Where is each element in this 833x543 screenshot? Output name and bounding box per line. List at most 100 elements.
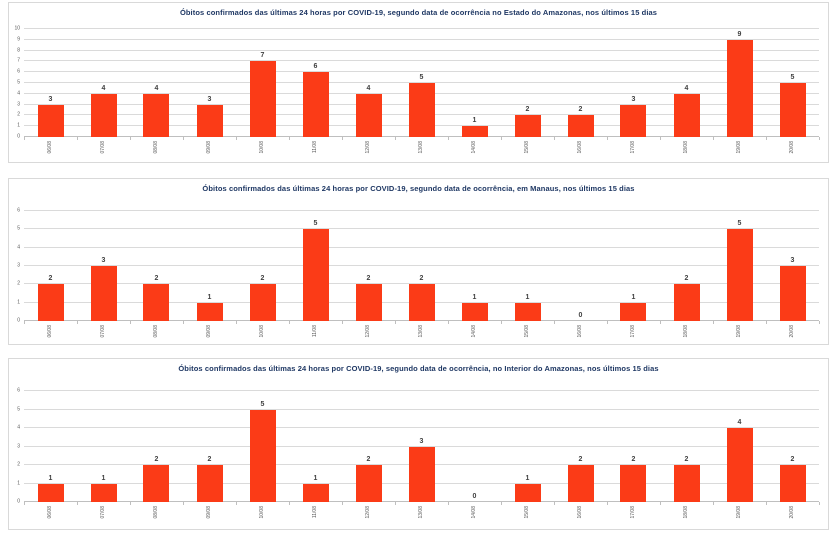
- bar-value-label: 2: [684, 456, 689, 464]
- bar-value-label: 3: [631, 95, 636, 103]
- plot-area: 0 1 2 3 4 5 6 2 06/08 3 07/08 2 08/08 1 09/08 2 10/08 5 11…: [17, 208, 820, 338]
- axis-tick: [342, 321, 343, 324]
- axis-tick: [660, 321, 661, 324]
- x-axis-label: 17/08: [630, 325, 636, 338]
- y-tick-label: 0: [17, 498, 20, 505]
- plot-area: 0 1 2 3 4 5 6 1 06/08 1 07/08 2 08/08 2 09/08 5 10/08 1 11…: [17, 388, 820, 519]
- bar-value-label: 1: [631, 293, 636, 301]
- bar: [143, 93, 170, 137]
- x-axis-label: 14/08: [471, 506, 477, 519]
- chart-panel-interior-do-amazonas[interactable]: Óbitos confirmados das últimas 24 horas …: [8, 358, 829, 530]
- bar-value-label: 6: [313, 63, 318, 71]
- x-axis-label: 20/08: [789, 325, 795, 338]
- x-axis-label: 10/08: [259, 325, 265, 338]
- x-axis-label: 20/08: [789, 141, 795, 154]
- axis-tick: [130, 502, 131, 505]
- axis-tick: [819, 502, 820, 505]
- bar: [620, 465, 647, 502]
- bar: [408, 83, 435, 137]
- bar-value-label: 2: [366, 456, 371, 464]
- axis-tick: [713, 321, 714, 324]
- axis-tick: [183, 502, 184, 505]
- bar: [355, 93, 382, 137]
- bar-value-label: 4: [101, 84, 106, 92]
- bar-value-label: 5: [737, 220, 742, 228]
- bar-value-label: 1: [525, 293, 530, 301]
- axis-tick: [288, 502, 290, 505]
- bar: [726, 428, 753, 502]
- x-axis-label: 17/08: [630, 506, 636, 519]
- y-tick-label: 4: [17, 90, 20, 97]
- axis-tick: [77, 502, 78, 505]
- x-axis-label: 06/08: [46, 506, 53, 519]
- gridline: [24, 60, 819, 62]
- x-axis-label: 12/08: [364, 325, 371, 338]
- axis-tick: [448, 502, 449, 505]
- chart-title: Óbitos confirmados das últimas 24 horas …: [202, 184, 635, 193]
- axis-tick: [766, 502, 767, 505]
- x-axis-label: 10/08: [259, 506, 265, 519]
- x-axis-label: 15/08: [524, 141, 530, 154]
- x-axis-label: 13/08: [418, 141, 424, 154]
- axis-tick: [342, 502, 343, 505]
- axis-tick: [607, 137, 608, 140]
- x-axis-label: 16/08: [577, 506, 583, 519]
- x-axis-label: 07/08: [100, 325, 106, 338]
- bar-value-label: 0: [472, 493, 477, 500]
- bar-value-label: 1: [313, 474, 318, 482]
- x-axis-label: 17/08: [630, 141, 636, 154]
- bar: [461, 302, 488, 321]
- axis-tick: [288, 321, 290, 324]
- bar-value-label: 3: [419, 437, 424, 445]
- bar-value-label: 1: [472, 293, 477, 301]
- bar: [302, 229, 329, 321]
- gridline: [24, 246, 819, 248]
- bar: [514, 483, 541, 502]
- chart-panel-manaus[interactable]: Óbitos confirmados das últimas 24 horas …: [8, 178, 829, 345]
- bar-value-label: 2: [790, 456, 795, 464]
- y-tick-label: 5: [17, 406, 20, 412]
- bar: [196, 104, 223, 137]
- bar: [249, 61, 276, 137]
- bar-value-label: 2: [419, 275, 424, 283]
- axis-tick: [766, 137, 767, 140]
- axis-tick: [553, 137, 555, 140]
- bar-value-label: 1: [101, 474, 106, 482]
- chart-panel-estado-do-amazonas[interactable]: Óbitos confirmados das últimas 24 horas …: [8, 2, 829, 163]
- bar-value-label: 2: [48, 275, 53, 283]
- bar: [726, 229, 753, 321]
- bar-value-label: 1: [207, 293, 212, 301]
- bar-value-label: 9: [737, 30, 742, 38]
- x-axis-label: 11/08: [312, 325, 318, 338]
- bar: [37, 104, 64, 137]
- x-axis-label: 16/08: [577, 325, 583, 338]
- axis-tick: [819, 321, 820, 324]
- bar-value-label: 5: [313, 220, 318, 228]
- axis-tick: [501, 137, 502, 140]
- x-axis-label: 11/08: [312, 506, 318, 519]
- y-tick-label: 6: [17, 68, 20, 75]
- x-axis-label: 06/08: [46, 141, 53, 154]
- y-tick-label: 4: [17, 244, 20, 251]
- x-axis-label: 16/08: [577, 141, 583, 154]
- gridline: [24, 408, 819, 410]
- plot-area: 0 1 2 3 4 5 6 7 8 9 10 3 06/08 4 07/08 4 08/08 3 09/08 7 10/…: [14, 26, 820, 154]
- y-tick-label: 2: [17, 280, 20, 287]
- bar: [514, 302, 541, 321]
- bar-value-label: 7: [260, 52, 265, 60]
- gridline: [24, 228, 819, 230]
- bar-value-label: 4: [154, 84, 159, 92]
- bar-value-label: 2: [207, 456, 212, 464]
- gridline: [24, 38, 819, 40]
- bar: [567, 115, 594, 137]
- bar: [355, 284, 382, 321]
- bar: [567, 465, 594, 502]
- bar: [37, 483, 64, 502]
- axis-tick: [713, 137, 714, 140]
- y-tick-label: 2: [17, 461, 20, 468]
- bar: [143, 465, 170, 502]
- axis-tick: [342, 137, 343, 140]
- bar: [196, 302, 223, 321]
- axis-tick: [236, 502, 237, 505]
- x-axis-label: 09/08: [206, 141, 212, 154]
